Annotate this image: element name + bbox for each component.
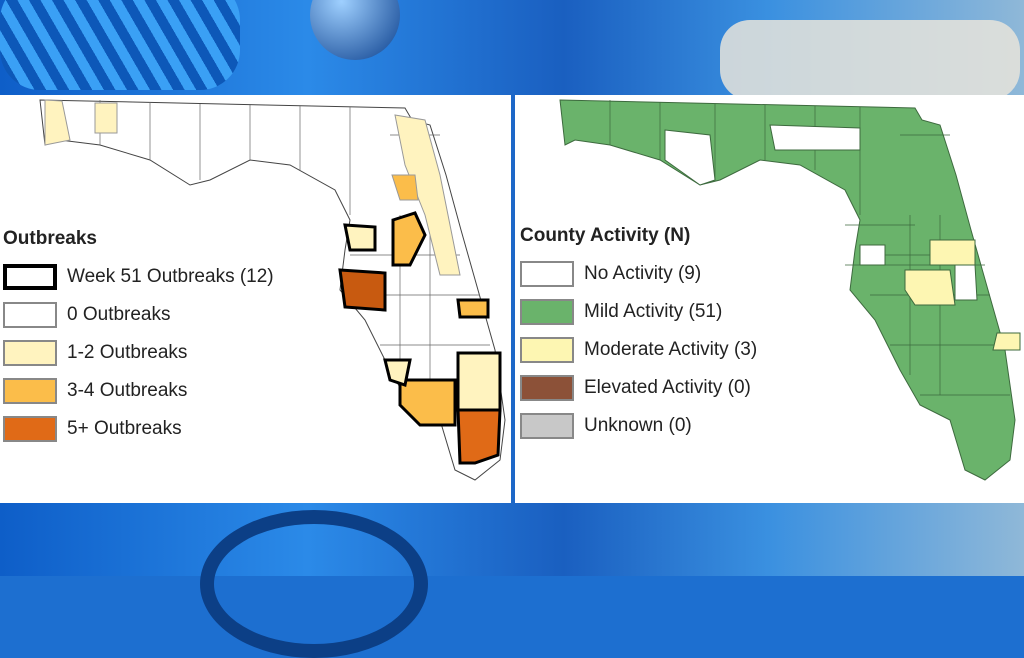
legend-item: No Activity (9) xyxy=(520,255,757,293)
county-no-activity xyxy=(769,124,861,151)
county-moderate-activity xyxy=(904,269,956,306)
legend-label: 0 Outbreaks xyxy=(67,304,171,325)
legend-swatch xyxy=(3,302,57,328)
county-5-plus-outbreaks xyxy=(338,268,387,312)
legend-swatch xyxy=(520,337,574,363)
legend-item: 1-2 Outbreaks xyxy=(3,334,274,372)
legend-swatch xyxy=(3,378,57,404)
legend-item: 3-4 Outbreaks xyxy=(3,372,274,410)
legend-item: Moderate Activity (3) xyxy=(520,331,757,369)
legend-swatch xyxy=(3,340,57,366)
legend-label: No Activity (9) xyxy=(584,263,702,284)
legend-label: Unknown (0) xyxy=(584,415,692,436)
outbreaks-map-panel: Outbreaks Week 51 Outbreaks (12) 0 Outbr… xyxy=(0,95,511,503)
county-1-2-outbreaks xyxy=(343,223,377,252)
legend-swatch xyxy=(520,375,574,401)
county-no-activity xyxy=(859,244,886,266)
decorative-pills xyxy=(720,20,1020,100)
county-3-4-outbreaks xyxy=(391,174,419,201)
county-moderate-activity xyxy=(992,332,1021,351)
county-no-activity xyxy=(664,129,716,186)
legend-item: 5+ Outbreaks xyxy=(3,410,274,448)
county-1-2-outbreaks xyxy=(383,358,412,387)
county-3-4-outbreaks xyxy=(398,378,457,427)
legend-label: Elevated Activity (0) xyxy=(584,377,751,398)
legend-item: 0 Outbreaks xyxy=(3,296,274,334)
legend-label: 1-2 Outbreaks xyxy=(67,342,188,363)
county-5-plus-outbreaks xyxy=(456,408,502,465)
legend-swatch xyxy=(520,413,574,439)
florida-outline xyxy=(559,99,1016,481)
county-1-2-outbreaks xyxy=(94,102,118,134)
decorative-sphere xyxy=(310,0,400,60)
legend-label: 3-4 Outbreaks xyxy=(67,380,188,401)
legend-item: Elevated Activity (0) xyxy=(520,369,757,407)
legend-item: Week 51 Outbreaks (12) xyxy=(3,258,274,296)
legend-swatch xyxy=(520,299,574,325)
county-3-4-outbreaks xyxy=(456,298,490,319)
legend-label: Week 51 Outbreaks (12) xyxy=(67,266,274,287)
county-moderate-activity xyxy=(929,239,976,266)
legend-swatch xyxy=(520,261,574,287)
legend-label: 5+ Outbreaks xyxy=(67,418,182,439)
outbreaks-map xyxy=(39,99,506,481)
legend-label: Moderate Activity (3) xyxy=(584,339,758,360)
legend-label: Mild Activity (51) xyxy=(584,301,723,322)
decorative-coil xyxy=(0,0,240,90)
county-1-2-outbreaks xyxy=(44,99,71,146)
county-3-4-outbreaks xyxy=(391,211,427,267)
activity-map xyxy=(559,99,1021,481)
legend-title: Outbreaks xyxy=(3,228,97,249)
decorative-stethoscope xyxy=(200,510,428,658)
legend-item: Mild Activity (51) xyxy=(520,293,757,331)
legend-item: Unknown (0) xyxy=(520,407,757,445)
activity-legend: County Activity (N) No Activity (9) Mild… xyxy=(520,225,757,445)
activity-map-panel: County Activity (N) No Activity (9) Mild… xyxy=(515,95,1024,503)
legend-swatch xyxy=(3,416,57,442)
county-1-2-outbreaks xyxy=(456,351,502,412)
county-no-activity xyxy=(954,264,978,301)
legend-swatch xyxy=(3,264,57,290)
legend-title: County Activity (N) xyxy=(520,225,691,246)
outbreaks-legend: Outbreaks Week 51 Outbreaks (12) 0 Outbr… xyxy=(3,228,274,448)
